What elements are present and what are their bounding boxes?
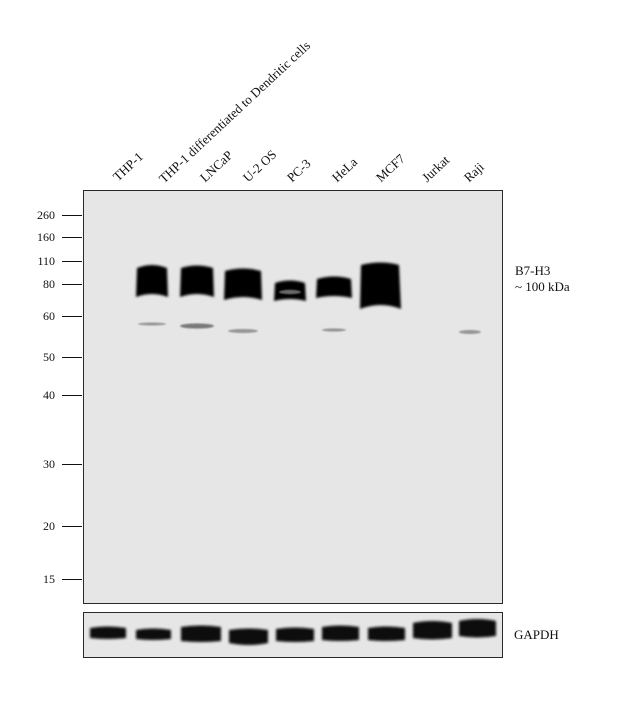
gapdh-band-hela	[322, 625, 359, 641]
band-thp1-dendritic	[180, 265, 214, 297]
gapdh-band-raji	[459, 619, 496, 638]
mw-marker-80: 80	[43, 277, 55, 291]
faint-band-pc3	[322, 328, 346, 332]
mw-tick-20	[62, 526, 82, 528]
band-lncap	[224, 268, 262, 300]
target-protein-name: B7-H3	[515, 263, 551, 278]
mw-tick-160	[62, 237, 82, 239]
gapdh-band-pc3	[276, 627, 314, 642]
mw-marker-20: 20	[43, 519, 55, 533]
target-protein-size: ~ 100 kDa	[515, 279, 570, 294]
band-hela	[360, 262, 401, 309]
mw-marker-60: 60	[43, 309, 55, 323]
gapdh-band-lncap	[181, 625, 221, 642]
faint-band-thp1-dendritic	[180, 323, 214, 329]
mw-marker-30: 30	[43, 457, 55, 471]
mw-tick-40	[62, 395, 82, 397]
faint-band-lncap	[228, 329, 258, 333]
gapdh-band-u2os	[229, 628, 268, 645]
mw-tick-80	[62, 284, 82, 286]
mw-tick-260	[62, 215, 82, 217]
gapdh-band-jurkat	[413, 621, 452, 640]
mw-tick-15	[62, 579, 82, 581]
target-label: B7-H3 ~ 100 kDa	[515, 263, 570, 295]
mw-marker-50: 50	[43, 350, 55, 364]
mw-tick-110	[62, 261, 82, 263]
faint-band-thp1	[138, 322, 166, 326]
faint-band-raji	[459, 330, 481, 334]
mw-tick-60	[62, 316, 82, 318]
gapdh-band-thp1	[90, 626, 126, 639]
mw-marker-15: 15	[43, 572, 55, 586]
b7h3-bands	[136, 262, 401, 309]
mw-marker-110: 110	[37, 254, 55, 268]
band-thp1	[136, 265, 168, 297]
mw-marker-160: 160	[37, 230, 55, 244]
nonspecific-bands	[138, 322, 481, 334]
gapdh-bands	[90, 619, 496, 645]
mw-tick-50	[62, 357, 82, 359]
gapdh-band-mcf7	[368, 626, 405, 641]
loading-control-label: GAPDH	[514, 627, 559, 642]
band-pc3	[316, 276, 352, 298]
mw-tick-30	[62, 464, 82, 466]
gapdh-band-thp1-dendritic	[136, 628, 171, 640]
mw-marker-260: 260	[37, 208, 55, 222]
pc3-doublet-highlight	[279, 289, 301, 295]
main-blot-membrane	[83, 190, 503, 604]
mw-marker-40: 40	[43, 388, 55, 402]
